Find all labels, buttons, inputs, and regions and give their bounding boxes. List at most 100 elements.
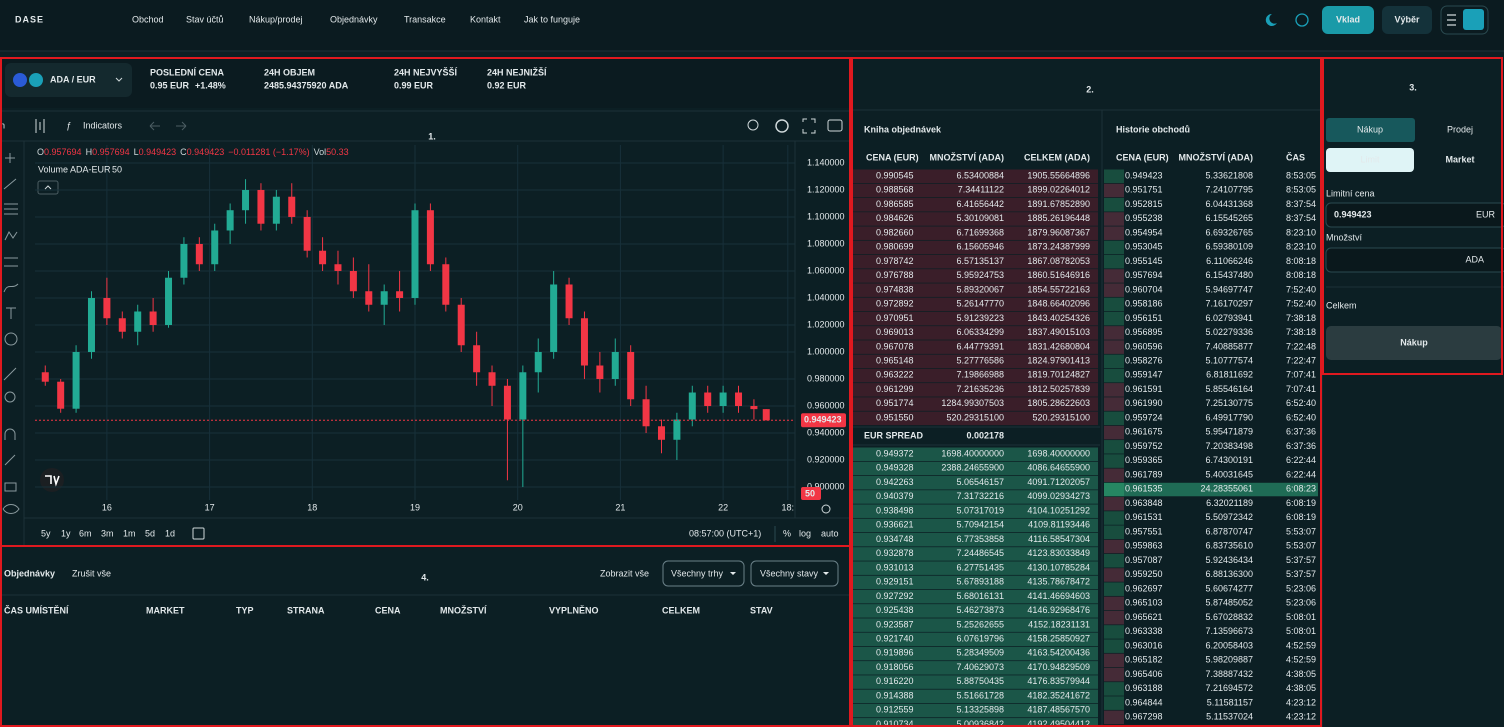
axis-settings[interactable] xyxy=(821,504,831,514)
amount: 6.27751435 xyxy=(956,562,1004,572)
row-background xyxy=(853,475,1098,490)
tradingview-logo[interactable] xyxy=(40,468,64,492)
legend-part: 0.957694 xyxy=(44,147,82,157)
y-tick-label: 0.940000 xyxy=(807,427,845,437)
fullscreen-icon[interactable] xyxy=(802,118,816,134)
pill-active[interactable] xyxy=(1326,148,1414,172)
price: 0.955238 xyxy=(1125,213,1163,223)
cancel-all[interactable]: Zrušit vše xyxy=(72,568,111,578)
amount: 5.70942154 xyxy=(956,520,1004,530)
amount: 6.32021189 xyxy=(1206,498,1253,508)
percent-toggle[interactable]: % xyxy=(783,528,791,538)
language-icon[interactable] xyxy=(1295,13,1309,27)
total: 4192.49504412 xyxy=(1027,719,1090,727)
row-indicator xyxy=(1104,297,1124,312)
price: 0.982660 xyxy=(876,227,914,237)
pair-selector[interactable] xyxy=(5,63,132,97)
amount: 5.13325898 xyxy=(956,705,1004,715)
row-indicator xyxy=(1104,197,1124,212)
time: 7:38:18 xyxy=(1286,313,1316,323)
nav-link[interactable]: Stav účtů xyxy=(186,14,224,24)
row-indicator xyxy=(1104,497,1124,511)
field-label: Množství xyxy=(1326,232,1363,242)
price: 0.912559 xyxy=(876,705,914,715)
nav-link[interactable]: Jak to funguje xyxy=(524,14,580,24)
range-button[interactable]: 1d xyxy=(165,528,175,538)
amount: 7.40885877 xyxy=(1205,341,1253,351)
pair: ADA / EUR xyxy=(50,74,96,84)
row-background xyxy=(853,661,1098,675)
nav-link[interactable]: Kontakt xyxy=(470,14,501,24)
price: 0.960704 xyxy=(1125,284,1163,294)
menu-button[interactable] xyxy=(1440,5,1489,35)
snapshot-icon[interactable] xyxy=(827,119,843,132)
order-type[interactable]: Limit xyxy=(1360,154,1380,164)
drawing-tools[interactable] xyxy=(2,153,20,514)
undo-redo[interactable] xyxy=(149,121,187,131)
row-background xyxy=(853,632,1098,647)
tab-active[interactable] xyxy=(1326,118,1415,142)
withdraw-button[interactable] xyxy=(1382,6,1432,34)
amount: 6.04431368 xyxy=(1205,199,1253,209)
filter-value: Všechny trhy xyxy=(671,568,724,578)
total: 4135.78678472 xyxy=(1027,577,1090,587)
price: 0.974838 xyxy=(876,284,914,294)
range-button[interactable]: 5d xyxy=(145,528,155,538)
price: 0.949372 xyxy=(876,448,914,458)
amount: 5.30109081 xyxy=(956,213,1004,223)
amount: 5.07317019 xyxy=(956,505,1004,515)
row-background xyxy=(853,340,1098,354)
row-indicator xyxy=(1104,710,1124,725)
nav-link[interactable]: Transakce xyxy=(404,14,446,24)
candle-body xyxy=(226,210,234,231)
price: 0.925438 xyxy=(876,605,914,615)
row-background xyxy=(853,226,1098,240)
y-tick-label: 0.980000 xyxy=(807,373,845,383)
range-button[interactable]: 3m xyxy=(101,528,114,538)
theme-icon[interactable] xyxy=(1265,13,1277,26)
range-button[interactable]: 1m xyxy=(123,528,136,538)
row-background xyxy=(853,589,1098,604)
auto-toggle[interactable]: auto xyxy=(821,528,839,538)
tab[interactable]: Prodej xyxy=(1447,124,1473,134)
order-type[interactable]: Market xyxy=(1445,154,1474,164)
column-header: STRANA xyxy=(287,605,325,615)
price-input[interactable] xyxy=(1325,202,1504,228)
nav-link[interactable]: Nákup/prodej xyxy=(249,14,303,24)
settings-icon[interactable] xyxy=(775,119,789,133)
time: 7:52:40 xyxy=(1286,299,1316,309)
deposit-button[interactable] xyxy=(1322,6,1374,34)
filter-dropdown[interactable] xyxy=(662,560,745,587)
row-background xyxy=(853,718,1098,727)
price: 0.958276 xyxy=(1125,355,1163,365)
filter-dropdown[interactable] xyxy=(750,560,839,587)
calendar-icon[interactable] xyxy=(192,527,205,540)
candle-body xyxy=(642,399,650,427)
legend-part: 50.33 xyxy=(326,147,349,157)
last-price-label: 0.949423 xyxy=(804,415,842,425)
total: 4116.58547304 xyxy=(1028,534,1090,544)
submit-button[interactable] xyxy=(1326,326,1502,360)
nav-link[interactable]: Objednávky xyxy=(330,14,378,24)
chart-type-icon[interactable] xyxy=(35,119,45,133)
range-button[interactable]: 6m xyxy=(79,528,92,538)
panel-title: Kniha objednávek xyxy=(864,124,942,134)
range-button[interactable]: 5y xyxy=(41,528,51,538)
candle-body xyxy=(41,372,49,382)
amount-input[interactable] xyxy=(1325,247,1504,273)
total: 4158.25850927 xyxy=(1027,633,1090,643)
candle-body xyxy=(195,243,203,265)
avatar[interactable] xyxy=(1463,9,1484,30)
indicators-button[interactable]: Indicators xyxy=(83,120,123,130)
price: 0.961591 xyxy=(1125,384,1163,394)
candle-body xyxy=(303,216,311,251)
price: 0.965406 xyxy=(1125,669,1163,679)
nav-link[interactable]: Obchod xyxy=(132,14,164,24)
tab[interactable]: Nákup xyxy=(1357,124,1383,134)
search-icon[interactable] xyxy=(747,119,759,131)
log-toggle[interactable]: log xyxy=(799,528,811,538)
collapse-button[interactable] xyxy=(37,180,59,195)
range-button[interactable]: 1y xyxy=(61,528,71,538)
amount: 5.60674277 xyxy=(1205,583,1253,593)
price: 0.956895 xyxy=(1125,327,1163,337)
